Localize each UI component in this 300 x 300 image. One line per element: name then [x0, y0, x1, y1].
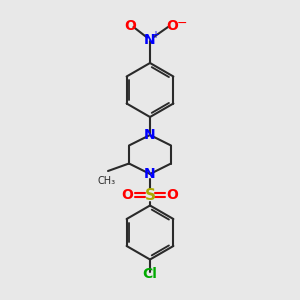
- Text: N: N: [144, 167, 156, 181]
- Text: S: S: [145, 188, 155, 202]
- Text: −: −: [176, 17, 187, 30]
- Text: O: O: [124, 19, 136, 32]
- Text: Cl: Cl: [142, 268, 158, 281]
- Text: N: N: [144, 34, 156, 47]
- Text: +: +: [152, 29, 159, 40]
- Text: N: N: [144, 128, 156, 142]
- Text: O: O: [122, 188, 134, 202]
- Text: O: O: [167, 19, 178, 32]
- Text: O: O: [167, 188, 178, 202]
- Text: CH₃: CH₃: [98, 176, 116, 185]
